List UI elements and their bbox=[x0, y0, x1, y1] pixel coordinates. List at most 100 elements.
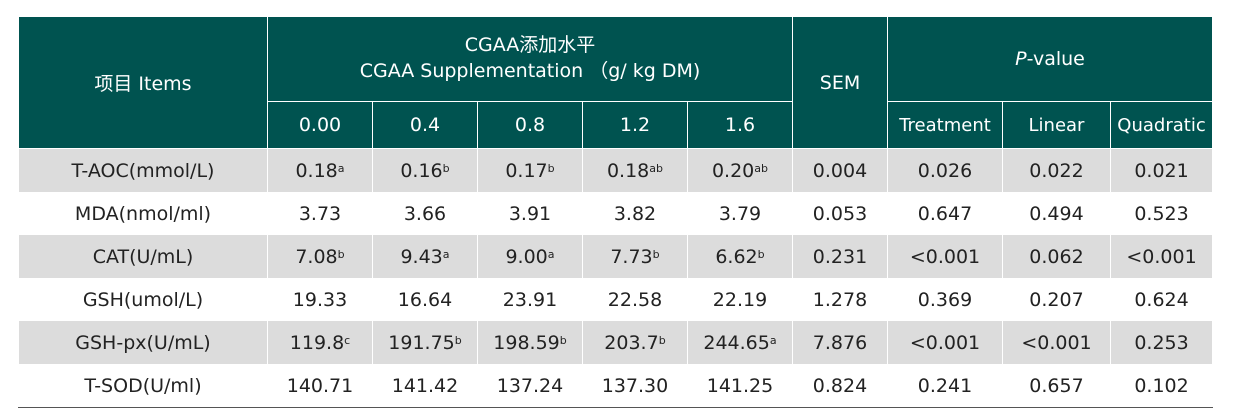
value-text: 3.73 bbox=[298, 202, 342, 225]
header-level: 1.2 bbox=[582, 101, 688, 149]
value-cell: 3.73 bbox=[267, 192, 373, 235]
value-cell: 244.65a bbox=[687, 321, 793, 364]
header-treatment: Treatment bbox=[887, 101, 1003, 149]
value-text: 203.7 bbox=[604, 331, 659, 354]
value-text: 9.00 bbox=[505, 245, 548, 268]
header-pvalue-rest: -value bbox=[1026, 48, 1085, 70]
value-text: 7.73 bbox=[610, 245, 653, 268]
header-level: 0.4 bbox=[372, 101, 478, 149]
value-cell: 137.24 bbox=[477, 364, 583, 408]
header-level: 1.6 bbox=[687, 101, 793, 149]
value-cell: 7.08b bbox=[267, 235, 373, 278]
item-cell: GSH(umol/L) bbox=[18, 278, 268, 321]
linear-cell: 0.494 bbox=[1002, 192, 1111, 235]
value-cell: 3.82 bbox=[582, 192, 688, 235]
significance-letter: b bbox=[559, 333, 567, 347]
significance-letter: a bbox=[769, 333, 777, 347]
value-text: 7.08 bbox=[295, 245, 338, 268]
value-cell: 19.33 bbox=[267, 278, 373, 321]
value-cell: 0.16b bbox=[372, 148, 478, 192]
value-text: 141.42 bbox=[391, 374, 459, 397]
table-row: MDA(nmol/ml) 3.73 3.66 3.91 3.82 3.79 0.053 0.6… bbox=[18, 192, 1214, 235]
value-cell: 137.30 bbox=[582, 364, 688, 408]
value-cell: 7.73b bbox=[582, 235, 688, 278]
item-cell: MDA(nmol/ml) bbox=[18, 192, 268, 235]
treatment-cell: 0.369 bbox=[887, 278, 1003, 321]
item-cell: T-AOC(mmol/L) bbox=[18, 148, 268, 192]
table-row: GSH(umol/L) 19.33 16.64 23.91 22.58 22.19 1.27… bbox=[18, 278, 1214, 321]
value-text: 6.62 bbox=[715, 245, 758, 268]
header-supplementation-line1: CGAA添加水平 bbox=[464, 34, 596, 57]
value-cell: 23.91 bbox=[477, 278, 583, 321]
significance-letter: ab bbox=[649, 161, 664, 175]
value-text: 22.58 bbox=[607, 288, 663, 311]
value-cell: 9.00a bbox=[477, 235, 583, 278]
significance-letter: b bbox=[547, 161, 555, 175]
header-linear: Linear bbox=[1002, 101, 1111, 149]
header-supplementation-line2: CGAA Supplementation （g/ kg DM) bbox=[359, 60, 701, 82]
value-text: 3.91 bbox=[508, 202, 552, 225]
header-pvalue-p: P bbox=[1015, 48, 1027, 70]
sem-cell: 0.004 bbox=[792, 148, 888, 192]
table-row: T-AOC(mmol/L) 0.18a 0.16b 0.17b 0.18ab 0.20ab… bbox=[18, 148, 1214, 192]
value-text: 0.18 bbox=[606, 159, 650, 182]
significance-letter: a bbox=[337, 161, 345, 175]
quadratic-cell: 0.253 bbox=[1109, 321, 1214, 364]
significance-letter: b bbox=[442, 161, 450, 175]
value-cell: 0.18ab bbox=[582, 148, 688, 192]
linear-cell: 0.207 bbox=[1002, 278, 1111, 321]
linear-cell: <0.001 bbox=[1002, 321, 1111, 364]
item-cell: GSH-px(U/mL) bbox=[18, 321, 268, 364]
value-cell: 0.20ab bbox=[687, 148, 793, 192]
significance-letter: b bbox=[652, 247, 660, 261]
significance-letter: b bbox=[658, 333, 666, 347]
value-cell: 119.8c bbox=[267, 321, 373, 364]
value-cell: 0.17b bbox=[477, 148, 583, 192]
table-row: CAT(U/mL) 7.08b 9.43a 9.00a 7.73b 6.62b 0.231 <… bbox=[18, 235, 1214, 278]
table-row: GSH-px(U/mL) 119.8c 191.75b 198.59b 203.7b 24… bbox=[18, 321, 1214, 364]
sem-cell: 0.231 bbox=[792, 235, 888, 278]
value-cell: 22.58 bbox=[582, 278, 688, 321]
value-text: 191.75 bbox=[388, 331, 455, 354]
value-cell: 3.91 bbox=[477, 192, 583, 235]
sem-cell: 0.053 bbox=[792, 192, 888, 235]
header-quadratic: Quadratic bbox=[1109, 101, 1214, 149]
value-text: 0.16 bbox=[400, 159, 443, 182]
item-cell: CAT(U/mL) bbox=[18, 235, 268, 278]
item-cell: T-SOD(U/ml) bbox=[18, 364, 268, 408]
value-text: 0.18 bbox=[295, 159, 338, 182]
value-cell: 16.64 bbox=[372, 278, 478, 321]
linear-cell: 0.657 bbox=[1002, 364, 1111, 408]
quadratic-cell: 0.523 bbox=[1109, 192, 1214, 235]
value-cell: 203.7b bbox=[582, 321, 688, 364]
value-text: 0.17 bbox=[505, 159, 548, 182]
value-cell: 3.79 bbox=[687, 192, 793, 235]
header-level: 0.8 bbox=[477, 101, 583, 149]
value-cell: 3.66 bbox=[372, 192, 478, 235]
value-text: 137.30 bbox=[601, 374, 669, 397]
data-table: 项目 Items CGAA添加水平 CGAA Supplementation （… bbox=[18, 17, 1214, 408]
header-level: 0.00 bbox=[267, 101, 373, 149]
value-text: 23.91 bbox=[502, 288, 558, 311]
table-row: T-SOD(U/ml) 140.71 141.42 137.24 137.30 141.2… bbox=[18, 364, 1214, 408]
value-text: 244.65 bbox=[703, 331, 770, 354]
value-text: 140.71 bbox=[286, 374, 354, 397]
treatment-cell: <0.001 bbox=[887, 235, 1003, 278]
treatment-cell: 0.241 bbox=[887, 364, 1003, 408]
value-text: 3.82 bbox=[613, 202, 657, 225]
value-cell: 198.59b bbox=[477, 321, 583, 364]
quadratic-cell: <0.001 bbox=[1109, 235, 1214, 278]
significance-letter: a bbox=[442, 247, 450, 261]
value-text: 141.25 bbox=[706, 374, 774, 397]
value-text: 198.59 bbox=[493, 331, 560, 354]
value-text: 16.64 bbox=[397, 288, 453, 311]
treatment-cell: 0.026 bbox=[887, 148, 1003, 192]
value-cell: 141.25 bbox=[687, 364, 793, 408]
value-cell: 6.62b bbox=[687, 235, 793, 278]
significance-letter: b bbox=[337, 247, 345, 261]
value-cell: 22.19 bbox=[687, 278, 793, 321]
linear-cell: 0.022 bbox=[1002, 148, 1111, 192]
value-cell: 9.43a bbox=[372, 235, 478, 278]
table-body: T-AOC(mmol/L) 0.18a 0.16b 0.17b 0.18ab 0.20ab… bbox=[18, 148, 1214, 408]
significance-letter: ab bbox=[754, 161, 769, 175]
